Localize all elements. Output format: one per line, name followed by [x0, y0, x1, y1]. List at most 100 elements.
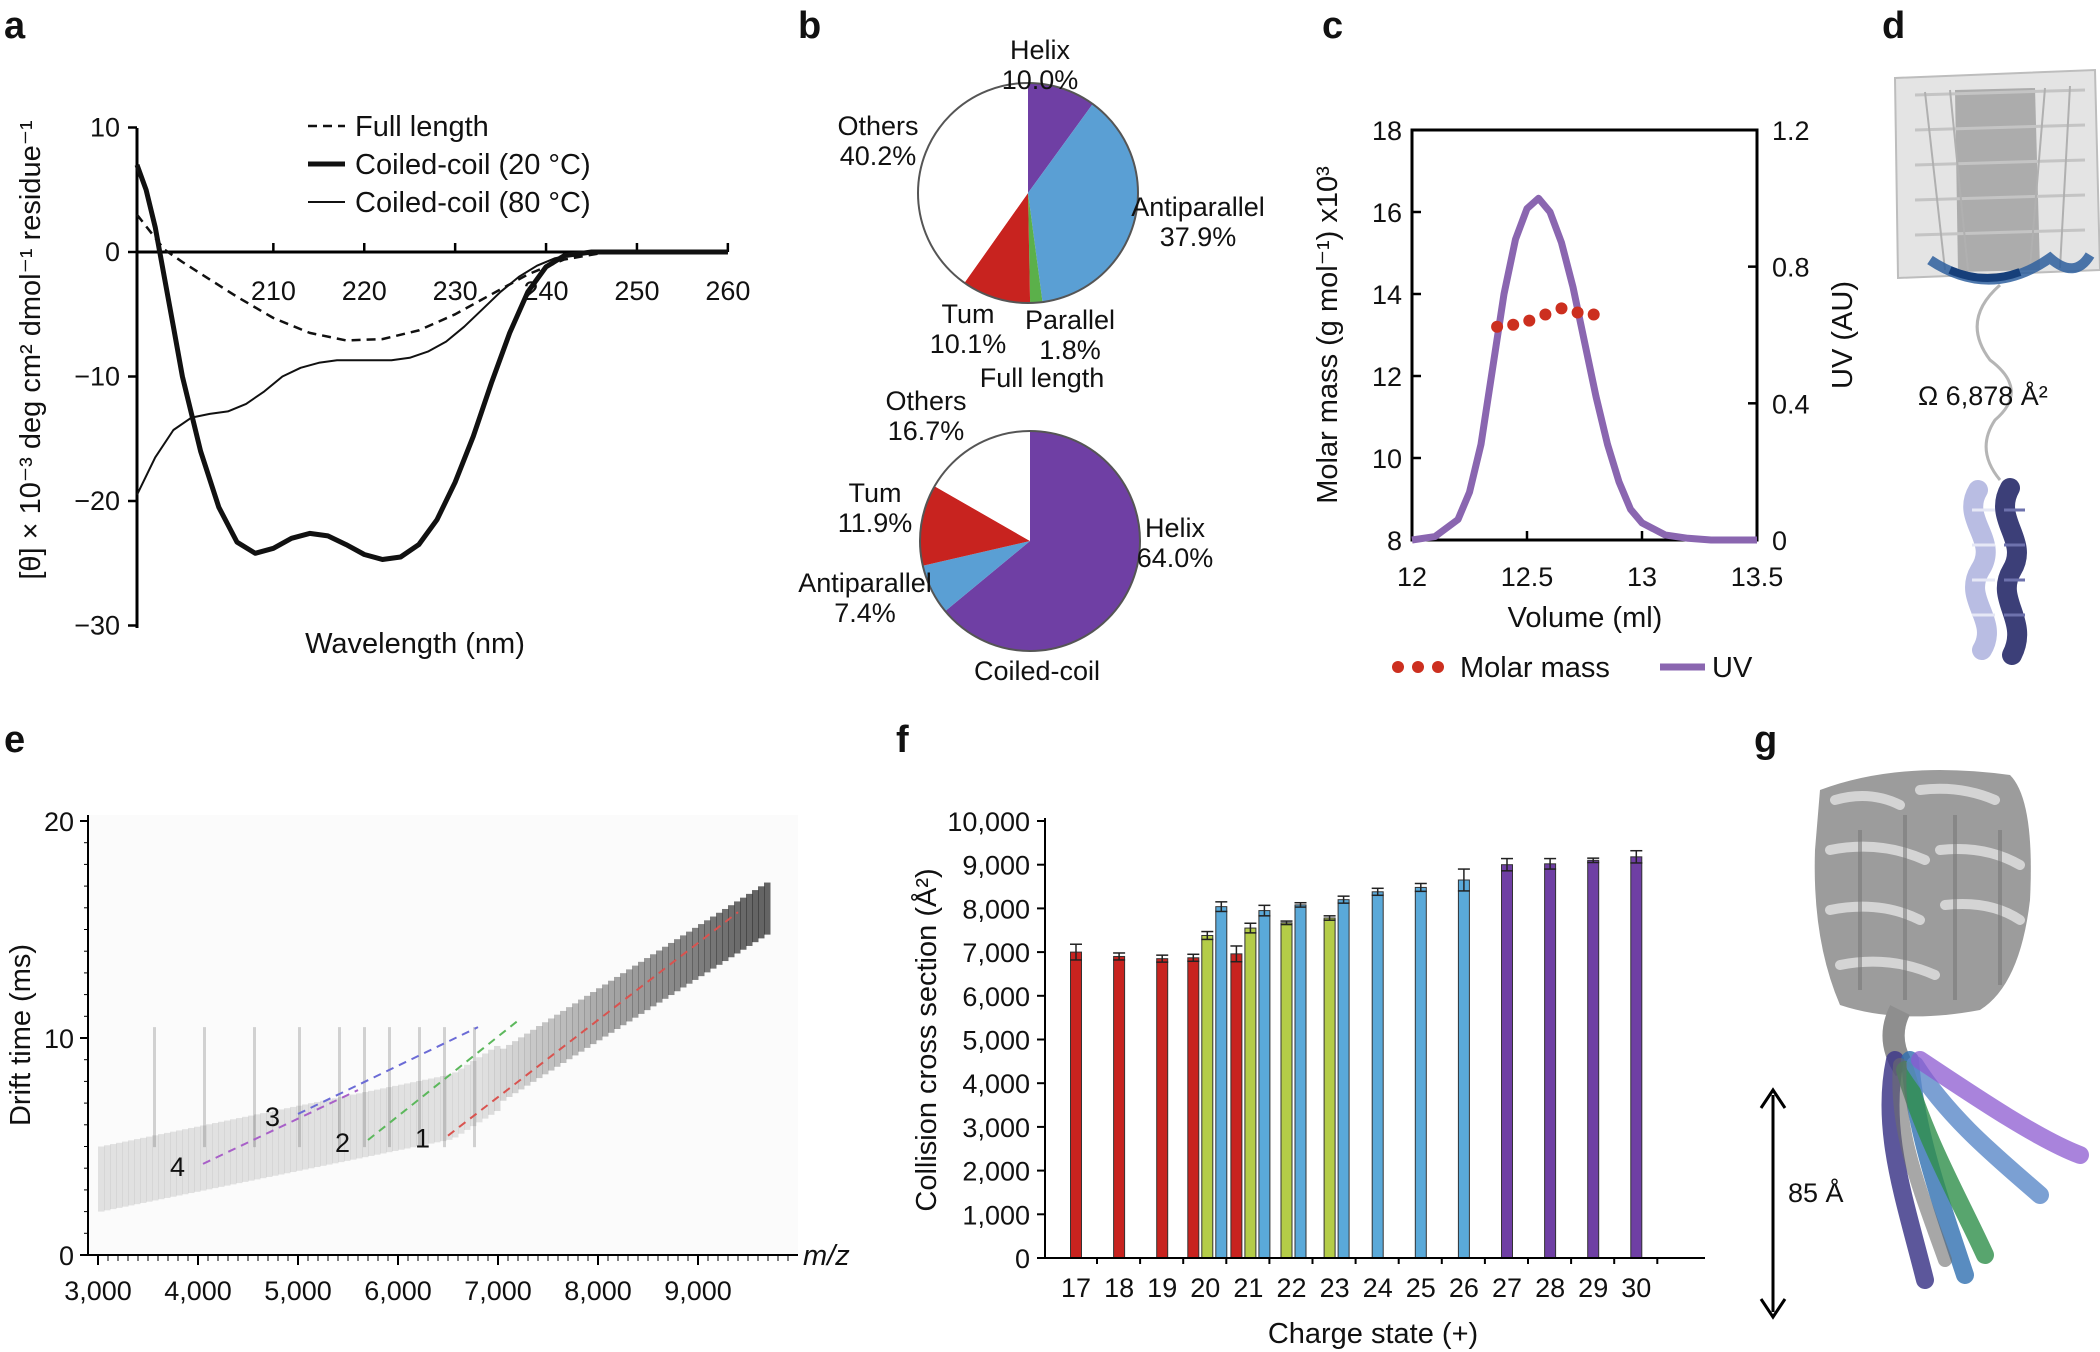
- linker-loop: [1975, 283, 2013, 481]
- c-ytick-label: 8: [1387, 526, 1402, 556]
- e-intensity-cell: [428, 1078, 435, 1144]
- e-peak-streak: [388, 1027, 391, 1148]
- barrel-domain: [1893, 68, 2100, 285]
- ims-ms-heatmap: 1 2 3 4 0 10 20 3,000 4,000 5,000 6,000 7,000 8,000…: [5, 807, 850, 1306]
- e-intensity-cell: [380, 1088, 387, 1154]
- secondary-structure-pies: Helix 10.0% Antiparallel 37.9% Parallel …: [798, 35, 1265, 686]
- c-ytick-label: 14: [1372, 280, 1402, 310]
- e-peak-streak: [298, 1027, 301, 1148]
- pie2-label-others: Others: [885, 386, 966, 416]
- f-ytick-label: 5,000: [962, 1026, 1030, 1056]
- c-y2-axis-label: UV (AU): [1827, 281, 1859, 389]
- f-bar-18: [1113, 955, 1126, 1259]
- e-intensity-cell: [512, 1041, 519, 1094]
- f-bar-21: [1244, 927, 1257, 1259]
- legend-swatch-molar-dot1: [1392, 661, 1404, 673]
- e-intensity-cell: [716, 912, 723, 965]
- legend-label-uv: UV: [1712, 652, 1753, 684]
- f-ytick-label: 1,000: [962, 1200, 1030, 1230]
- e-x-axis-label: m/z: [803, 1240, 850, 1272]
- e-intensity-cell: [332, 1098, 339, 1164]
- f-xtick-label: 22: [1276, 1273, 1306, 1303]
- length-arrow-head-bottom: [1759, 1298, 1787, 1320]
- f-xtick-label: 26: [1449, 1273, 1479, 1303]
- a-ytick-label: −20: [74, 486, 120, 516]
- legend-label-molar-mass: Molar mass: [1460, 652, 1610, 684]
- e-intensity-cell: [314, 1101, 321, 1168]
- f-ytick-label: 9,000: [962, 851, 1030, 881]
- e-intensity-cell: [554, 1014, 561, 1067]
- f-bar-17: [1070, 951, 1082, 1259]
- e-intensity-cell: [542, 1022, 549, 1075]
- e-intensity-cell: [740, 897, 747, 950]
- e-series-label-1: 1: [415, 1124, 430, 1154]
- c-molar-mass-point: [1587, 308, 1600, 321]
- pie1-label-parallel: Parallel: [1025, 305, 1115, 335]
- pie1-label-antiparallel: Antiparallel: [1131, 192, 1265, 222]
- c-molar-mass-point: [1491, 320, 1504, 333]
- cd-spectrum-chart: 100−10−20−30 210 220 230 240 250 260 Waveleng…: [15, 111, 750, 660]
- e-intensity-cell: [758, 886, 765, 939]
- e-intensity-cell: [488, 1049, 495, 1115]
- f-ytick-label: 4,000: [962, 1069, 1030, 1099]
- e-intensity-cell: [338, 1097, 345, 1163]
- e-intensity-cell: [620, 973, 627, 1026]
- f-bar-21: [1258, 910, 1271, 1259]
- e-peak-streak: [418, 1027, 421, 1148]
- e-series-label-2: 2: [335, 1128, 350, 1158]
- pie1-outline: [917, 82, 1139, 304]
- e-intensity-cell: [266, 1111, 273, 1177]
- legend-label-coiled-20: Coiled-coil (20 °C): [355, 149, 591, 181]
- e-intensity-cell: [236, 1118, 243, 1184]
- e-intensity-cell: [140, 1137, 147, 1203]
- e-intensity-cell: [590, 992, 597, 1045]
- pie2-slice-helix: [945, 431, 1140, 651]
- e-intensity-cell: [674, 939, 681, 992]
- a-xtick-label: 220: [342, 276, 387, 306]
- c-xtick-label: 12: [1397, 562, 1427, 592]
- e-intensity-cell: [152, 1135, 159, 1201]
- e-intensity-cell: [746, 893, 753, 946]
- a-y-axis-label: [θ] × 10⁻³ deg cm² dmol⁻¹ residue⁻¹: [15, 120, 47, 580]
- e-intensity-cell: [764, 882, 771, 935]
- c-molar-mass-point: [1555, 302, 1568, 315]
- e-intensity-cell: [482, 1053, 489, 1119]
- c-y2tick-label: 1.2: [1772, 116, 1810, 146]
- e-intensity-cell: [566, 1007, 573, 1060]
- c-y2tick-label: 0.8: [1772, 253, 1810, 283]
- c-ytick-label: 12: [1372, 362, 1402, 392]
- e-series-line-4: [202, 1089, 359, 1165]
- e-peak-streak: [338, 1027, 341, 1148]
- f-bar-28: [1544, 863, 1557, 1259]
- e-intensity-cell: [230, 1119, 237, 1185]
- f-bar-23: [1337, 899, 1350, 1259]
- e-intensity-cell: [212, 1122, 219, 1189]
- e-intensity-cell: [692, 927, 699, 980]
- pie1-pct-parallel: 1.8%: [1039, 335, 1101, 365]
- c-ytick-label: 10: [1372, 444, 1402, 474]
- c-plot-frame: [1410, 128, 1759, 542]
- c-uv-trace: [1411, 194, 1757, 544]
- f-xtick-label: 25: [1406, 1273, 1436, 1303]
- pie1-label-others: Others: [837, 111, 918, 141]
- panel-label-f: f: [896, 719, 909, 761]
- e-xtick-label: 8,000: [564, 1276, 632, 1306]
- e-intensity-cell: [530, 1029, 537, 1082]
- e-intensity-cell: [524, 1033, 531, 1086]
- e-intensity-cell: [260, 1113, 267, 1179]
- panel-label-e: e: [4, 719, 25, 761]
- c-y-axis-label: Molar mass (g mol⁻¹) x10³: [1312, 166, 1344, 504]
- e-intensity-cell: [710, 916, 717, 969]
- e-series-line-1: [447, 911, 739, 1137]
- f-x-axis-label: Charge state (+): [1268, 1318, 1478, 1350]
- e-intensity-cell: [416, 1080, 423, 1147]
- e-intensity-cell: [602, 984, 609, 1037]
- e-ytick-label: 20: [44, 807, 74, 837]
- f-bar-25: [1414, 886, 1427, 1259]
- f-ytick-label: 8,000: [962, 894, 1030, 924]
- pie1-slice-helix: [1028, 82, 1093, 193]
- c-legend: Molar mass UV: [1392, 652, 1753, 684]
- pie1-label-turn: Tum: [942, 299, 995, 329]
- e-intensity-cell: [668, 942, 675, 996]
- e-intensity-cell: [614, 976, 621, 1030]
